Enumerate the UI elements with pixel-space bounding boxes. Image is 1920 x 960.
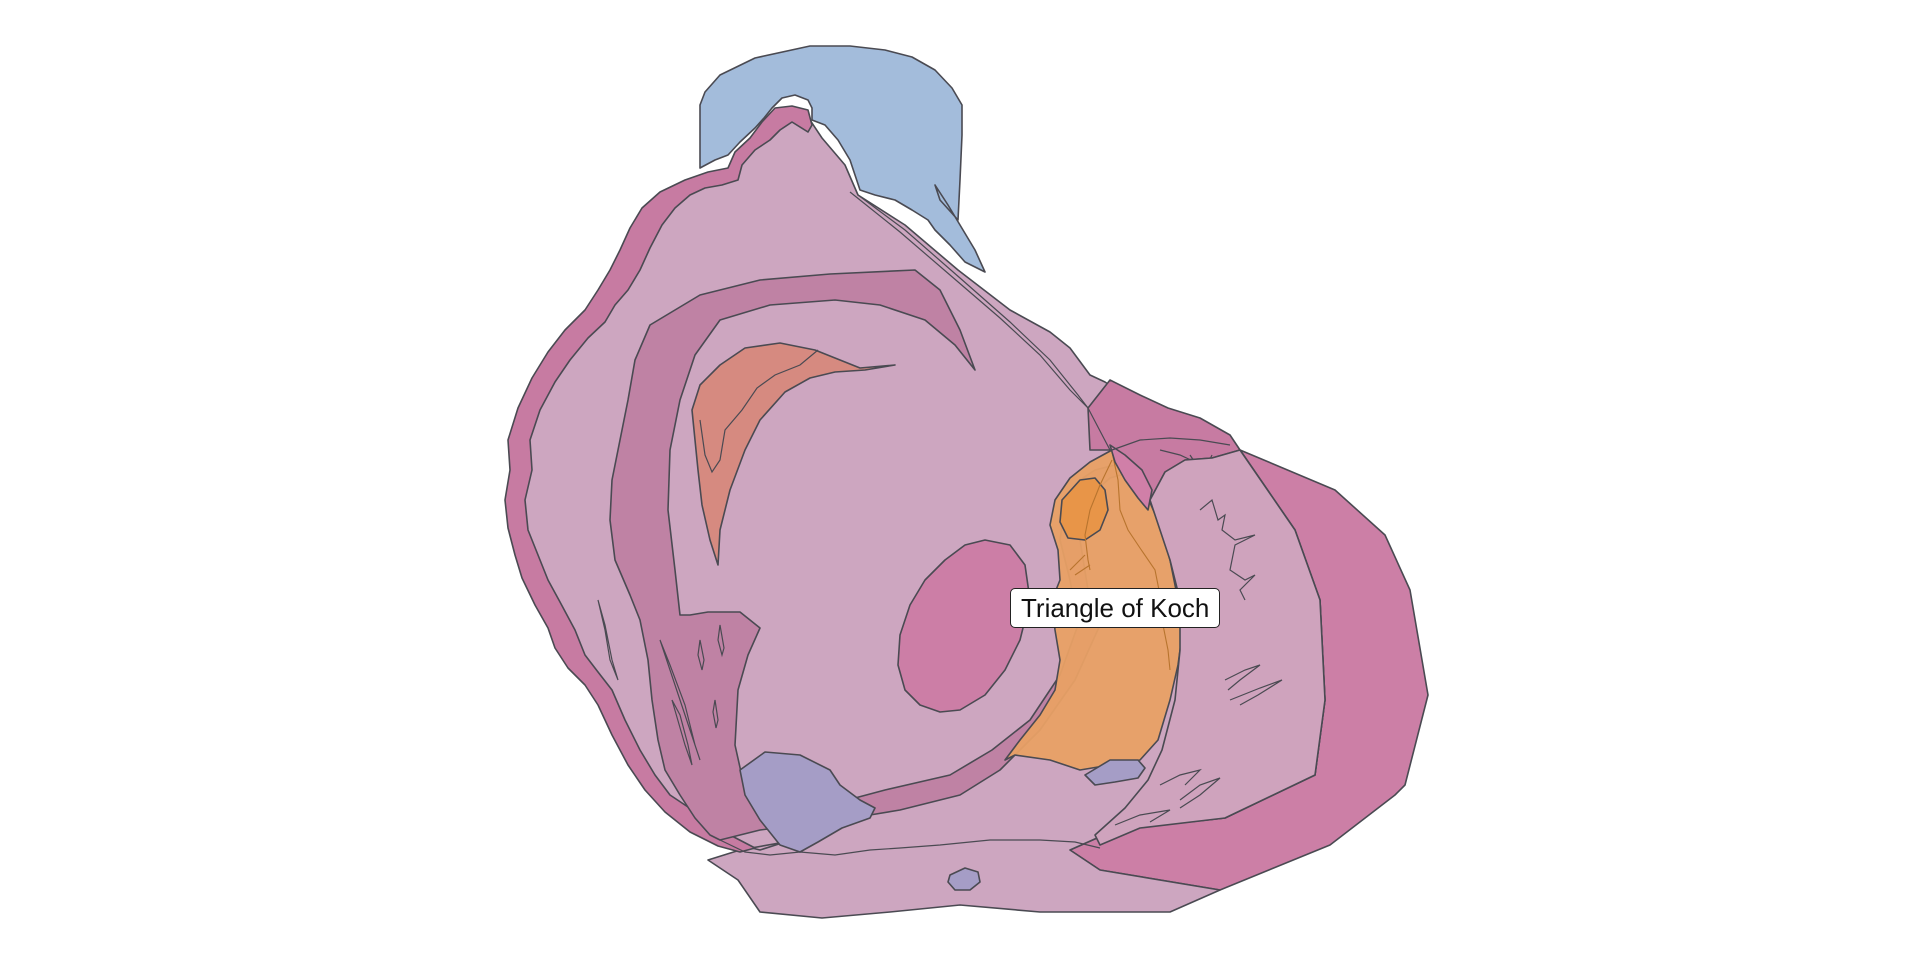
crista-inner-line bbox=[699, 349, 819, 474]
pectinate-slit-2 bbox=[659, 639, 701, 761]
septal-groove-line bbox=[857, 194, 1089, 409]
conduction-path-line bbox=[1111, 451, 1171, 671]
coronary-sinus-region bbox=[739, 751, 876, 853]
membranous-septum-region bbox=[1109, 444, 1153, 511]
conduction-branch-line bbox=[1069, 459, 1113, 576]
valve-leaflet-lines bbox=[1111, 437, 1231, 471]
coronary-sinus-opening bbox=[1084, 759, 1146, 786]
band-inner-line bbox=[719, 839, 1101, 856]
tendon-of-todaro-line bbox=[1087, 407, 1111, 451]
septal-groove-line-2 bbox=[849, 191, 1089, 409]
superior-vena-cava-region bbox=[699, 45, 986, 273]
pectinate-slit-5 bbox=[717, 624, 725, 658]
chordae-threads bbox=[1114, 498, 1283, 826]
small-vein-opening bbox=[947, 867, 981, 891]
crista-terminalis-region bbox=[691, 342, 896, 566]
triangle-of-koch-label: Triangle of Koch bbox=[1010, 588, 1221, 628]
pectinate-slit-3 bbox=[671, 699, 693, 766]
atrial-rim-region bbox=[504, 105, 813, 853]
pectinate-slit-4 bbox=[697, 639, 705, 671]
pectinate-slit-6 bbox=[712, 699, 719, 729]
pectinate-slit-1 bbox=[597, 599, 619, 681]
